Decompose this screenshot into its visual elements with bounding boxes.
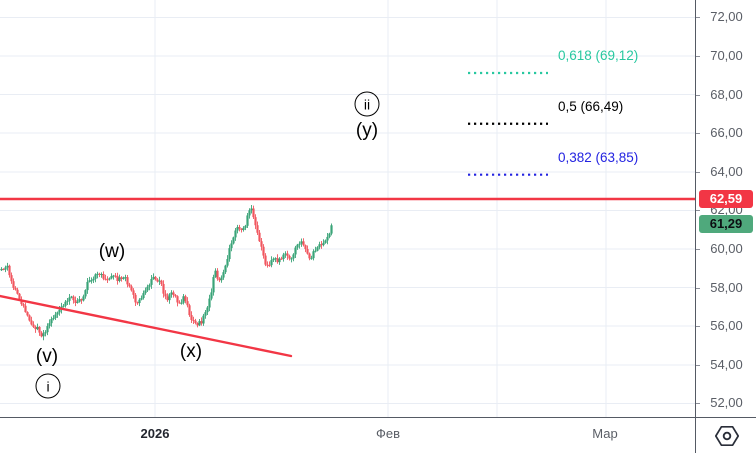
candlestick-chart[interactable]	[0, 0, 695, 417]
circled-ii-text: ii	[363, 96, 371, 112]
hexagon-center-dot	[722, 431, 731, 441]
circled-i-text: i	[46, 378, 50, 394]
gridlines	[0, 0, 695, 417]
hexagon-logo-icon[interactable]	[712, 423, 742, 449]
price-tick-label: 68,00	[710, 86, 743, 102]
price-tick-mark	[696, 17, 700, 19]
price-tick-label: 56,00	[710, 318, 743, 334]
price-tick-mark	[696, 210, 700, 212]
hexagon-outline	[714, 425, 739, 447]
price-tick-label: 64,00	[710, 163, 743, 179]
candles	[0, 204, 333, 341]
price-tick-label: 52,00	[710, 395, 743, 411]
price-tick-mark	[696, 403, 700, 405]
axis-corner	[695, 417, 756, 453]
price-tick-mark	[696, 326, 700, 328]
price-tick-mark	[696, 94, 700, 96]
wave-label-x[interactable]: (x)	[179, 341, 203, 362]
price-tick-label: 60,00	[710, 240, 743, 256]
chart-pane[interactable]: 0,618 (69,12) 0,5 (66,49) 0,382 (63,85) …	[0, 0, 695, 417]
price-tick-label: 54,00	[710, 356, 743, 372]
price-tick-mark	[696, 287, 700, 289]
time-axis[interactable]: 2026 Фев Мар	[0, 417, 695, 453]
time-axis-month-label: Мар	[592, 426, 618, 441]
wave-label-circled-ii[interactable]: ii	[354, 91, 380, 117]
price-tick-mark	[696, 171, 700, 173]
wave-label-circled-i[interactable]: i	[35, 373, 61, 399]
price-tick-mark	[696, 133, 700, 135]
fib-level-05-label[interactable]: 0,5 (66,49)	[558, 98, 624, 114]
price-tick-label: 72,00	[710, 9, 743, 25]
price-tick-mark	[696, 55, 700, 57]
price-tick-mark	[696, 248, 700, 250]
time-axis-year-label: 2026	[140, 426, 170, 441]
last-price-badge: 61,29	[699, 215, 753, 234]
wave-label-y[interactable]: (y)	[355, 120, 379, 141]
price-tick-mark	[696, 364, 700, 366]
wave-label-v[interactable]: (v)	[35, 346, 59, 367]
fib-level-0618-label[interactable]: 0,618 (69,12)	[558, 47, 639, 63]
trendline-drawing[interactable]	[0, 294, 293, 358]
fib-level-0382-label[interactable]: 0,382 (63,85)	[558, 149, 639, 165]
price-tick-label: 66,00	[710, 125, 743, 141]
level-price-badge: 62,59	[699, 190, 753, 208]
time-axis-month-label: Фев	[375, 426, 401, 441]
price-tick-label: 58,00	[710, 279, 743, 295]
price-axis[interactable]: 62,59 61,29 72,00 70,00 68,00 66,00 64,00 62,…	[695, 0, 756, 417]
wave-label-w[interactable]: (w)	[98, 241, 126, 262]
price-tick-label: 70,00	[710, 47, 743, 63]
